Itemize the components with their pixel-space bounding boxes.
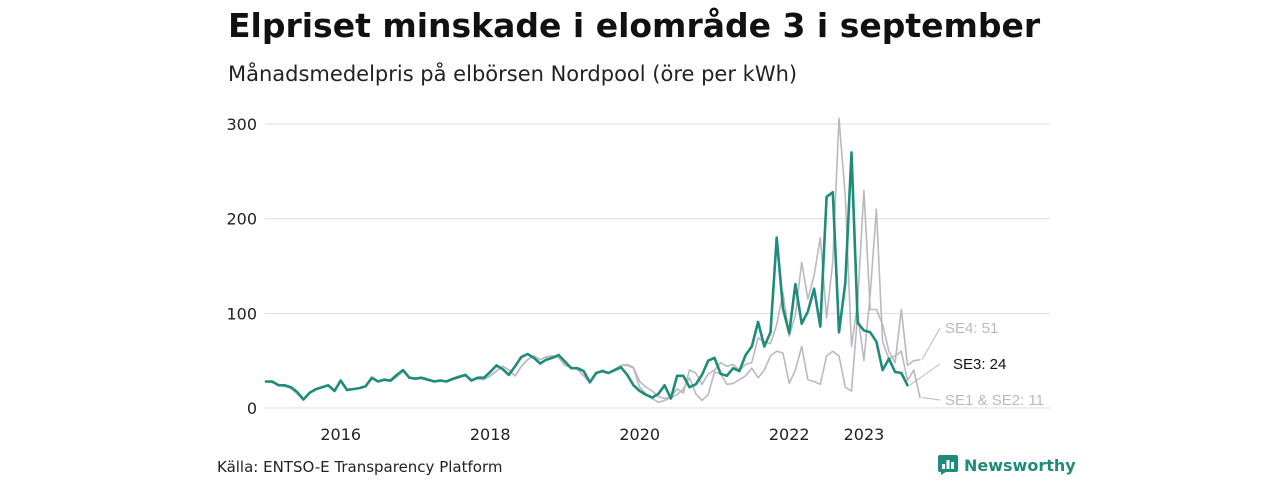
chart-title: Elpriset minskade i elområde 3 i septemb…: [228, 6, 1041, 45]
y-tick-0: 0: [247, 399, 257, 418]
brand-name: Newsworthy: [964, 455, 1076, 475]
leader-se4: [921, 327, 941, 360]
x-tick-2020: 2020: [619, 425, 660, 444]
x-tick-2018: 2018: [470, 425, 511, 444]
x-tick-2022: 2022: [769, 425, 810, 444]
newsworthy-icon: [938, 455, 958, 475]
label-se1-se2: SE1 & SE2: 11: [945, 392, 1044, 409]
series-line-se4: [265, 117, 921, 401]
brand-logo: Newsworthy: [938, 455, 1076, 475]
series-labels: SE4: 51 SE1 & SE2: 11 SE3: 24: [909, 320, 1044, 409]
series-line-se3: [264, 151, 909, 401]
leader-se3: [909, 363, 941, 386]
y-tick-300: 300: [226, 115, 257, 134]
source-note: Källa: ENTSO-E Transparency Platform: [217, 458, 503, 476]
x-tick-labels: 2016 2018 2020 2022 2023: [320, 425, 884, 444]
series-lines: [264, 117, 921, 404]
y-tick-labels: 0 100 200 300: [226, 115, 257, 418]
chart-subtitle: Månadsmedelpris på elbörsen Nordpool (ör…: [228, 62, 798, 86]
grid-lines: [265, 123, 1050, 409]
x-tick-2023: 2023: [844, 425, 885, 444]
x-tick-2016: 2016: [320, 425, 361, 444]
label-se4: SE4: 51: [945, 320, 998, 337]
label-se3: SE3: 24: [953, 356, 1006, 373]
y-tick-200: 200: [226, 210, 257, 229]
leader-se1-se2: [921, 397, 941, 401]
y-tick-100: 100: [226, 304, 257, 323]
